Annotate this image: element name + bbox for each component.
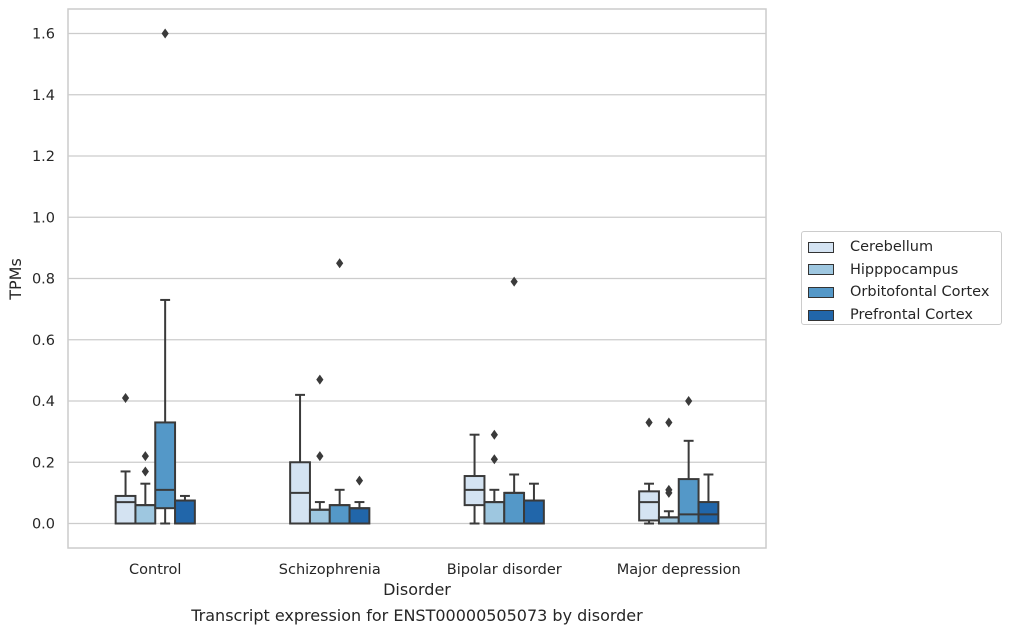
y-tick-label: 0.8 (32, 272, 55, 288)
outlier-point (161, 28, 169, 39)
y-axis-label: TPMs (6, 258, 25, 301)
y-tick-label: 1.2 (32, 149, 55, 165)
legend-label-prefrontal-cortex: Prefrontal Cortex (850, 307, 973, 324)
box-plot-series (114, 28, 720, 525)
outlier-point (685, 396, 693, 406)
box-body (174, 499, 196, 525)
outlier-point (316, 374, 324, 385)
legend-swatch-hippocampus (808, 264, 834, 276)
box-1-2 (483, 429, 506, 525)
box-2-0 (154, 28, 177, 525)
y-tick-label: 1.6 (32, 27, 55, 43)
box-0-2 (463, 433, 486, 525)
box-body (348, 507, 371, 525)
legend-item-cerebellum: Cerebellum (808, 236, 1001, 259)
outlier-point (316, 451, 324, 462)
box-2-2 (503, 276, 526, 525)
y-tick-label: 1.4 (32, 88, 55, 104)
y-tick-label: 0.6 (32, 333, 55, 349)
box-3-1 (348, 475, 371, 525)
legend-item-prefrontal-cortex: Prefrontal Cortex (808, 304, 1001, 327)
box-0-1 (289, 393, 311, 525)
box-body (483, 501, 506, 525)
legend-swatch-orbitofrontal-cortex (808, 286, 834, 298)
grid-lines (68, 32, 766, 525)
box-0-3 (638, 417, 660, 525)
outlier-point (141, 451, 149, 462)
y-tick-label: 0.2 (32, 455, 55, 471)
outlier-point (355, 475, 364, 486)
box-body (114, 494, 137, 525)
box-body (523, 499, 545, 525)
outlier-point (665, 484, 673, 495)
legend-label-orbitofrontal-cortex: Orbitofontal Cortex (850, 284, 990, 301)
legend-label-cerebellum: Cerebellum (850, 239, 934, 256)
box-body (154, 421, 177, 510)
box-body (677, 478, 700, 525)
legend-swatch-cerebellum (808, 241, 834, 253)
y-tick-labels: 0.0 0.2 0.4 0.6 0.8 1.0 1.2 1.4 1.6 (32, 27, 55, 533)
box-1-3 (657, 417, 680, 525)
box-body (503, 491, 526, 525)
box-3-0 (174, 494, 196, 525)
outlier-point (490, 429, 498, 440)
box-1-1 (308, 374, 331, 525)
box-1-0 (134, 451, 157, 525)
box-3-3 (697, 473, 720, 525)
box-body (134, 504, 157, 525)
plot-area-frame (67, 8, 767, 549)
x-tick-label: Bipolar disorder (447, 562, 562, 578)
box-body (328, 504, 351, 525)
outlier-point (141, 466, 149, 477)
x-tick-labels: Control Schizophrenia Bipolar disorder Majo… (129, 562, 741, 578)
legend-label-hippocampus: Hipppocampus (850, 261, 959, 278)
box-body (308, 508, 331, 525)
y-tick-label: 0.0 (32, 517, 55, 533)
outlier-point (490, 454, 498, 465)
outlier-point (121, 392, 130, 403)
y-tick-label: 0.4 (32, 394, 55, 410)
legend-item-orbitofrontal-cortex: Orbitofontal Cortex (808, 281, 1001, 304)
x-tick-label: Control (129, 562, 181, 578)
box-body (697, 501, 720, 525)
outlier-point (336, 258, 344, 269)
legend-swatch-prefrontal-cortex (808, 309, 834, 321)
box-2-3 (677, 396, 700, 525)
x-axis-label: Disorder (383, 580, 451, 599)
box-2-1 (328, 258, 351, 525)
outlier-point (645, 417, 653, 428)
box-0-0 (114, 392, 137, 525)
box-body (638, 490, 660, 522)
x-tick-label: Schizophrenia (279, 562, 381, 578)
x-tick-label: Major depression (617, 562, 741, 578)
outlier-point (665, 417, 673, 428)
legend-item-hippocampus: Hipppocampus (808, 259, 1001, 282)
box-3-2 (523, 482, 545, 525)
y-tick-label: 1.0 (32, 210, 55, 226)
legend: Cerebellum Hipppocampus Orbitofontal Cor… (801, 231, 1002, 325)
outlier-point (510, 276, 518, 287)
figure-caption: Transcript expression for ENST0000050507… (191, 606, 643, 625)
